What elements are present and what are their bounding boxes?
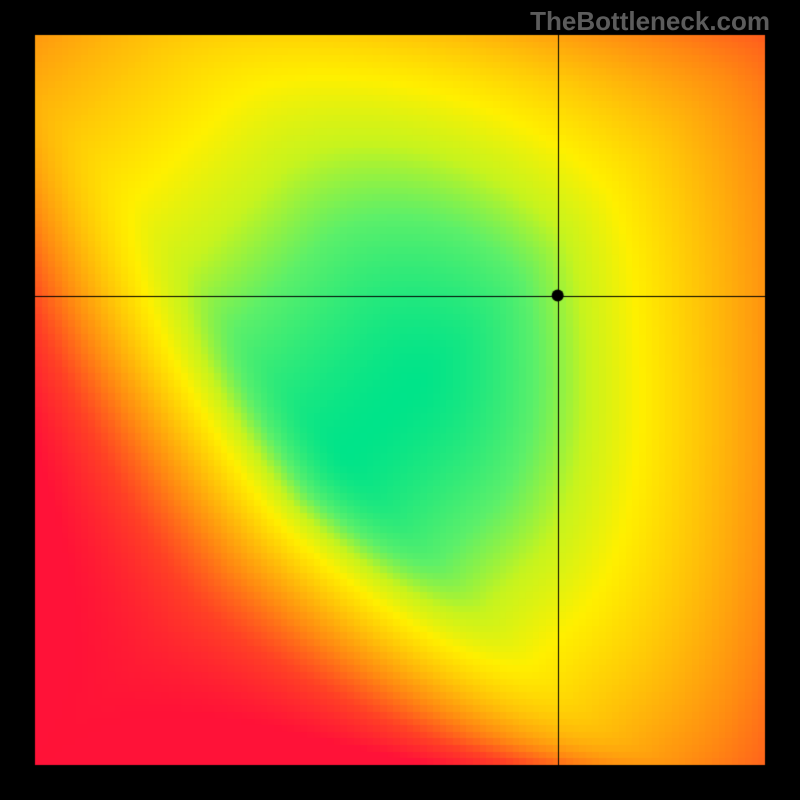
bottleneck-heatmap-canvas bbox=[0, 0, 800, 800]
chart-container: TheBottleneck.com bbox=[0, 0, 800, 800]
watermark-text: TheBottleneck.com bbox=[530, 6, 770, 37]
